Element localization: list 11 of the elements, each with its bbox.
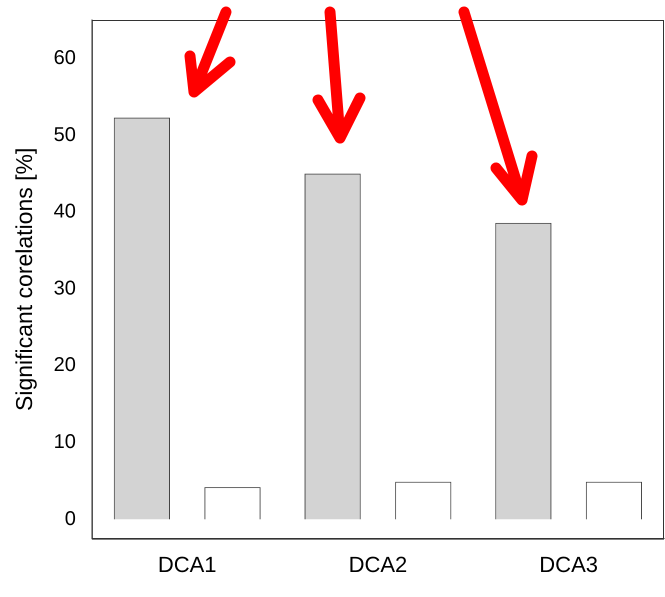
y-tick-label: 10 — [54, 431, 76, 454]
x-tick-label: DCA1 — [158, 552, 217, 577]
y-tick-label: 20 — [54, 354, 76, 376]
y-axis-title: Significant corelations [%] — [11, 148, 38, 411]
y-tick-label: 30 — [54, 277, 76, 300]
y-tick-label: 50 — [54, 124, 76, 146]
y-tick-label: 0 — [64, 508, 76, 530]
x-tick-label: DCA2 — [348, 552, 408, 577]
y-tick-label: 60 — [54, 46, 76, 69]
x-tick-label: DCA3 — [539, 552, 598, 577]
y-tick-label: 40 — [54, 200, 76, 223]
